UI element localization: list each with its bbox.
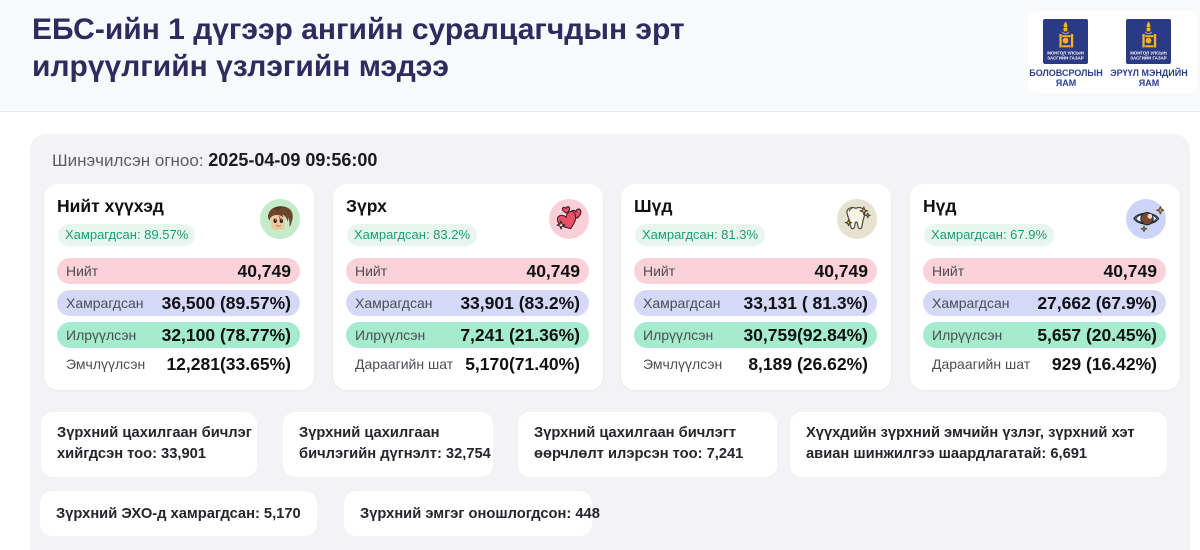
svg-text:МОНГОЛ УЛСЫН: МОНГОЛ УЛСЫН [1047, 51, 1084, 56]
svg-text:ЗАСГИЙН ГАЗАР: ЗАСГИЙН ГАЗАР [1047, 56, 1083, 61]
svg-text:ЗАСГИЙН ГАЗАР: ЗАСГИЙН ГАЗАР [1130, 56, 1166, 61]
svg-text:МОНГОЛ УЛСЫН: МОНГОЛ УЛСЫН [1130, 51, 1167, 56]
